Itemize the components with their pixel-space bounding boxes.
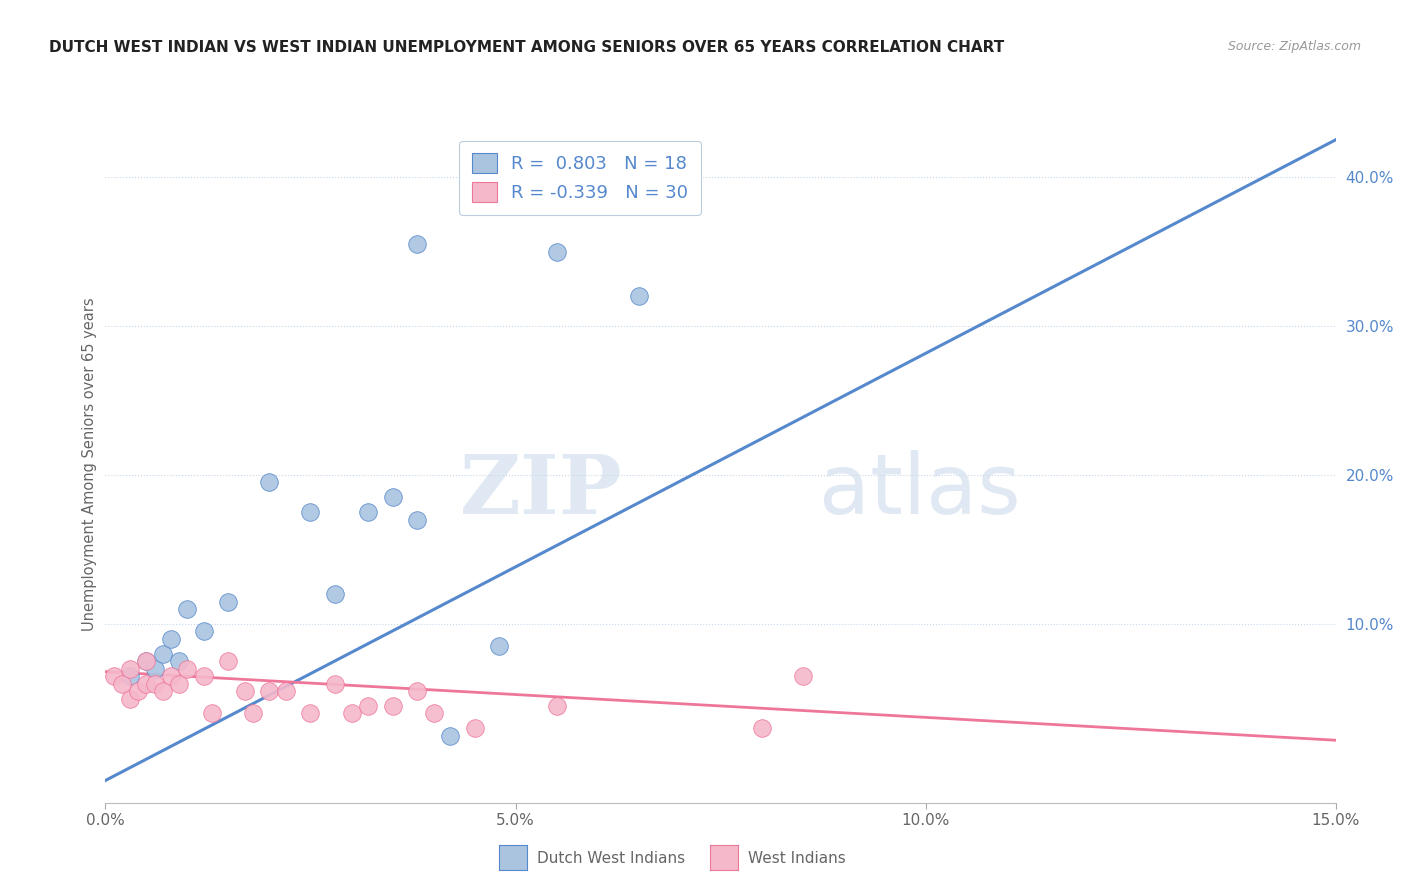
Point: [103, 669, 125, 683]
Point: [242, 706, 264, 721]
Point: [259, 684, 281, 698]
Point: [193, 669, 215, 683]
Point: [152, 684, 174, 698]
Point: [143, 676, 166, 690]
Point: [488, 640, 510, 654]
Text: atlas: atlas: [818, 450, 1021, 532]
Point: [406, 237, 429, 252]
Point: [143, 662, 166, 676]
Point: [546, 698, 568, 713]
Point: [176, 602, 198, 616]
Point: [299, 505, 322, 519]
Point: [120, 669, 141, 683]
Point: [160, 632, 183, 646]
Point: [218, 595, 240, 609]
Y-axis label: Unemployment Among Seniors over 65 years: Unemployment Among Seniors over 65 years: [82, 297, 97, 631]
Point: [135, 654, 157, 668]
Legend: R =  0.803   N = 18, R = -0.339   N = 30: R = 0.803 N = 18, R = -0.339 N = 30: [458, 141, 702, 215]
Point: [152, 647, 174, 661]
Point: [439, 729, 461, 743]
Point: [201, 706, 224, 721]
Text: West Indians: West Indians: [748, 851, 846, 865]
Point: [546, 244, 568, 259]
Point: [233, 684, 256, 698]
Point: [169, 654, 191, 668]
Point: [357, 505, 380, 519]
Point: [627, 289, 650, 303]
Point: [193, 624, 215, 639]
Point: [323, 676, 346, 690]
Point: [259, 475, 281, 490]
Point: [406, 684, 429, 698]
Text: DUTCH WEST INDIAN VS WEST INDIAN UNEMPLOYMENT AMONG SENIORS OVER 65 YEARS CORREL: DUTCH WEST INDIAN VS WEST INDIAN UNEMPLO…: [49, 40, 1004, 55]
Point: [274, 684, 297, 698]
Point: [160, 669, 183, 683]
Text: ZIP: ZIP: [460, 451, 621, 531]
Point: [135, 654, 157, 668]
Text: Source: ZipAtlas.com: Source: ZipAtlas.com: [1227, 40, 1361, 54]
Point: [135, 676, 157, 690]
Point: [464, 721, 486, 735]
Point: [120, 691, 141, 706]
Point: [751, 721, 773, 735]
Point: [218, 654, 240, 668]
Point: [176, 662, 198, 676]
Point: [406, 513, 429, 527]
Point: [340, 706, 363, 721]
Point: [299, 706, 322, 721]
Point: [323, 587, 346, 601]
Point: [381, 491, 404, 505]
Text: Dutch West Indians: Dutch West Indians: [537, 851, 685, 865]
Point: [792, 669, 814, 683]
Point: [357, 698, 380, 713]
Point: [120, 662, 141, 676]
Point: [111, 676, 134, 690]
Point: [127, 684, 149, 698]
Point: [381, 698, 404, 713]
Point: [422, 706, 444, 721]
Point: [169, 676, 191, 690]
